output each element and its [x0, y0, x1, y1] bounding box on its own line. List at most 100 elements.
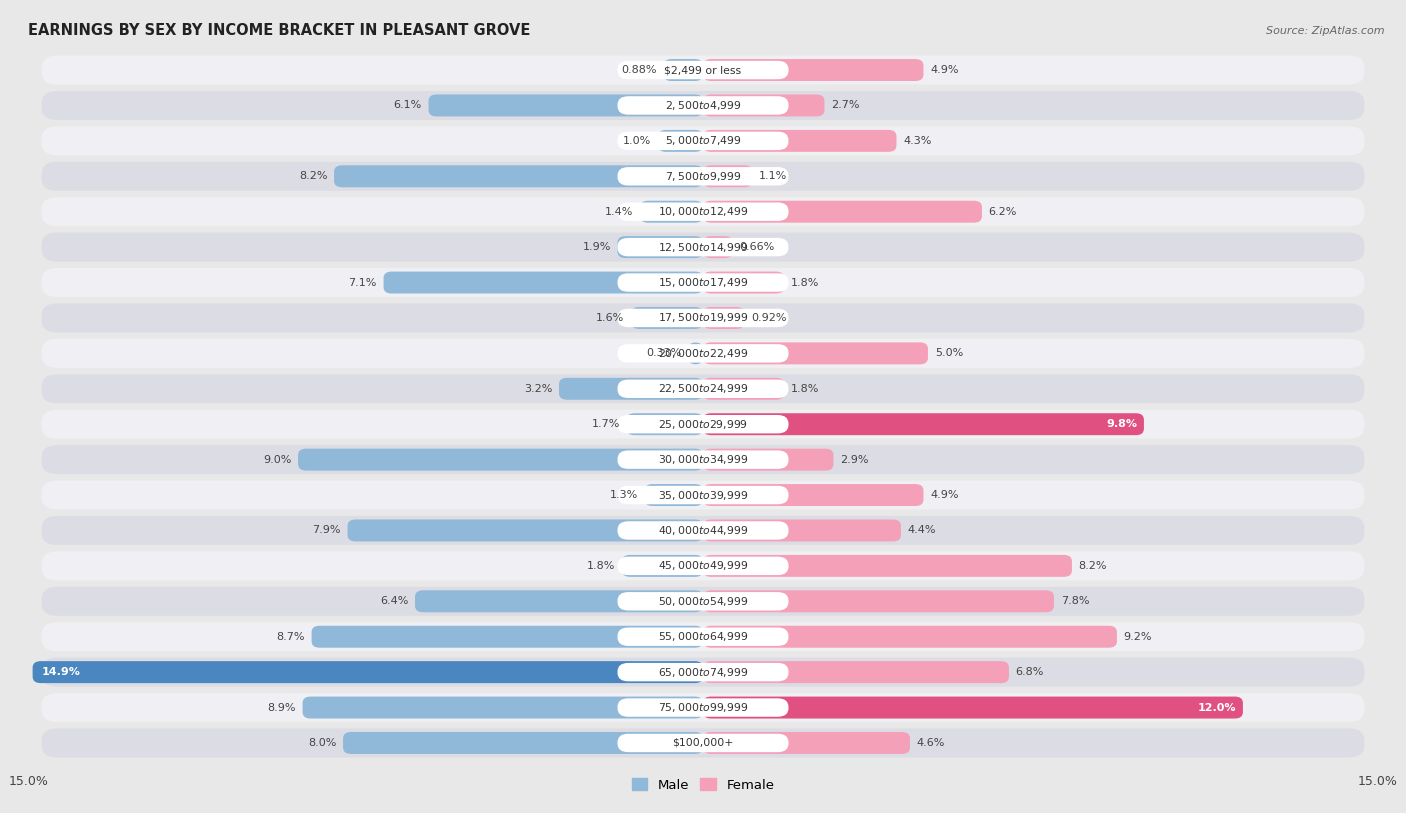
Text: $50,000 to $54,999: $50,000 to $54,999 — [658, 595, 748, 608]
Text: $15,000 to $17,499: $15,000 to $17,499 — [658, 276, 748, 289]
Text: $22,500 to $24,999: $22,500 to $24,999 — [658, 382, 748, 395]
FancyBboxPatch shape — [617, 698, 789, 717]
Text: 14.9%: 14.9% — [42, 667, 80, 677]
FancyBboxPatch shape — [640, 201, 703, 223]
FancyBboxPatch shape — [32, 661, 703, 683]
FancyBboxPatch shape — [42, 198, 1364, 226]
FancyBboxPatch shape — [429, 94, 703, 116]
FancyBboxPatch shape — [42, 480, 1364, 510]
FancyBboxPatch shape — [560, 378, 703, 400]
FancyBboxPatch shape — [617, 236, 703, 258]
FancyBboxPatch shape — [617, 380, 789, 398]
FancyBboxPatch shape — [335, 165, 703, 187]
FancyBboxPatch shape — [42, 516, 1364, 545]
FancyBboxPatch shape — [617, 450, 789, 469]
FancyBboxPatch shape — [415, 590, 703, 612]
FancyBboxPatch shape — [617, 628, 789, 646]
FancyBboxPatch shape — [617, 202, 789, 221]
Text: 8.2%: 8.2% — [1078, 561, 1107, 571]
FancyBboxPatch shape — [42, 268, 1364, 297]
Legend: Male, Female: Male, Female — [626, 773, 780, 797]
FancyBboxPatch shape — [631, 307, 703, 329]
Text: 1.3%: 1.3% — [610, 490, 638, 500]
Text: $45,000 to $49,999: $45,000 to $49,999 — [658, 559, 748, 572]
FancyBboxPatch shape — [42, 126, 1364, 155]
FancyBboxPatch shape — [703, 236, 733, 258]
FancyBboxPatch shape — [617, 521, 789, 540]
Text: 12.0%: 12.0% — [1198, 702, 1236, 712]
Text: 8.0%: 8.0% — [308, 738, 336, 748]
Text: 9.2%: 9.2% — [1123, 632, 1152, 641]
FancyBboxPatch shape — [42, 693, 1364, 722]
Text: 6.1%: 6.1% — [394, 101, 422, 111]
FancyBboxPatch shape — [298, 449, 703, 471]
Text: $35,000 to $39,999: $35,000 to $39,999 — [658, 489, 748, 502]
Text: 7.9%: 7.9% — [312, 525, 340, 536]
FancyBboxPatch shape — [343, 732, 703, 754]
FancyBboxPatch shape — [703, 555, 1071, 577]
Text: 6.8%: 6.8% — [1015, 667, 1045, 677]
Text: 4.4%: 4.4% — [908, 525, 936, 536]
FancyBboxPatch shape — [42, 551, 1364, 580]
FancyBboxPatch shape — [703, 130, 897, 152]
FancyBboxPatch shape — [617, 273, 789, 292]
FancyBboxPatch shape — [703, 413, 1144, 435]
Text: EARNINGS BY SEX BY INCOME BRACKET IN PLEASANT GROVE: EARNINGS BY SEX BY INCOME BRACKET IN PLE… — [28, 23, 530, 38]
Text: 4.9%: 4.9% — [931, 490, 959, 500]
Text: 0.66%: 0.66% — [740, 242, 775, 252]
Text: $65,000 to $74,999: $65,000 to $74,999 — [658, 666, 748, 679]
Text: $40,000 to $44,999: $40,000 to $44,999 — [658, 524, 748, 537]
Text: 5.0%: 5.0% — [935, 349, 963, 359]
Text: $12,500 to $14,999: $12,500 to $14,999 — [658, 241, 748, 254]
FancyBboxPatch shape — [42, 303, 1364, 333]
Text: 4.3%: 4.3% — [903, 136, 932, 146]
Text: 9.0%: 9.0% — [263, 454, 291, 464]
FancyBboxPatch shape — [617, 592, 789, 611]
Text: 7.8%: 7.8% — [1060, 596, 1090, 606]
FancyBboxPatch shape — [42, 233, 1364, 262]
FancyBboxPatch shape — [617, 557, 789, 575]
FancyBboxPatch shape — [42, 587, 1364, 615]
Text: 3.2%: 3.2% — [524, 384, 553, 393]
FancyBboxPatch shape — [42, 410, 1364, 439]
Text: $2,500 to $4,999: $2,500 to $4,999 — [665, 99, 741, 112]
FancyBboxPatch shape — [42, 91, 1364, 120]
FancyBboxPatch shape — [617, 415, 789, 433]
Text: $7,500 to $9,999: $7,500 to $9,999 — [665, 170, 741, 183]
Text: 1.0%: 1.0% — [623, 136, 651, 146]
FancyBboxPatch shape — [703, 272, 785, 293]
Text: $17,500 to $19,999: $17,500 to $19,999 — [658, 311, 748, 324]
Text: 4.6%: 4.6% — [917, 738, 945, 748]
FancyBboxPatch shape — [42, 622, 1364, 651]
Text: 2.9%: 2.9% — [841, 454, 869, 464]
FancyBboxPatch shape — [703, 378, 785, 400]
FancyBboxPatch shape — [42, 162, 1364, 191]
FancyBboxPatch shape — [703, 697, 1243, 719]
Text: $75,000 to $99,999: $75,000 to $99,999 — [658, 701, 748, 714]
Text: 1.8%: 1.8% — [586, 561, 616, 571]
FancyBboxPatch shape — [617, 61, 789, 79]
Text: 1.9%: 1.9% — [582, 242, 610, 252]
FancyBboxPatch shape — [703, 59, 924, 81]
Text: 1.8%: 1.8% — [790, 384, 820, 393]
FancyBboxPatch shape — [703, 94, 824, 116]
FancyBboxPatch shape — [664, 59, 703, 81]
Text: 4.9%: 4.9% — [931, 65, 959, 75]
FancyBboxPatch shape — [703, 307, 744, 329]
FancyBboxPatch shape — [617, 167, 789, 185]
FancyBboxPatch shape — [42, 658, 1364, 687]
FancyBboxPatch shape — [617, 132, 789, 150]
FancyBboxPatch shape — [617, 238, 789, 256]
Text: $10,000 to $12,499: $10,000 to $12,499 — [658, 205, 748, 218]
FancyBboxPatch shape — [384, 272, 703, 293]
FancyBboxPatch shape — [617, 344, 789, 363]
Text: 9.8%: 9.8% — [1107, 420, 1137, 429]
Text: $2,499 or less: $2,499 or less — [665, 65, 741, 75]
Text: 6.4%: 6.4% — [380, 596, 408, 606]
FancyBboxPatch shape — [703, 484, 924, 506]
Text: $25,000 to $29,999: $25,000 to $29,999 — [658, 418, 748, 431]
Text: 1.6%: 1.6% — [596, 313, 624, 323]
FancyBboxPatch shape — [617, 96, 789, 115]
Text: 1.1%: 1.1% — [759, 172, 787, 181]
FancyBboxPatch shape — [688, 342, 703, 364]
